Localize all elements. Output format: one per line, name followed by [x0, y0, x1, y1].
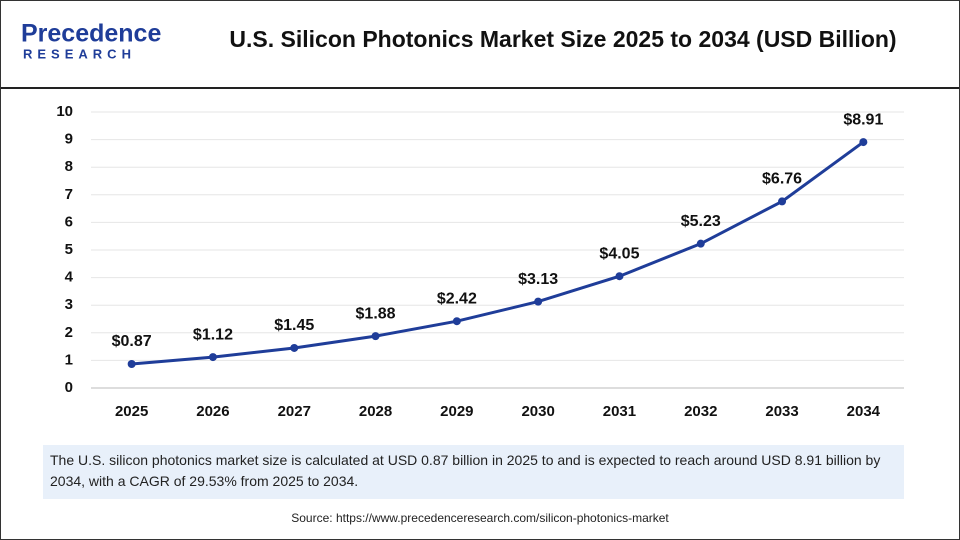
chart-title: U.S. Silicon Photonics Market Size 2025 … [229, 26, 896, 52]
value-label: $6.76 [762, 171, 802, 188]
x-tick-label: 2029 [440, 403, 473, 420]
point [208, 353, 217, 362]
x-tick-label: 2028 [359, 403, 392, 420]
y-tick-label: 3 [65, 296, 73, 313]
description: The U.S. silicon photonics market size i… [43, 445, 904, 499]
value-label: $1.88 [356, 305, 396, 322]
value-label: $4.05 [599, 245, 639, 262]
point [859, 138, 868, 147]
y-tick-label: 4 [65, 269, 74, 286]
value-label: $8.91 [843, 111, 883, 128]
x-tick-label: 2034 [847, 403, 881, 420]
point [696, 239, 705, 248]
logo-bottom: RESEARCH [23, 46, 136, 61]
point [127, 359, 136, 368]
value-label: $5.23 [681, 213, 721, 230]
value-label: $2.42 [437, 290, 477, 307]
point [778, 197, 787, 206]
y-tick-label: 9 [65, 131, 73, 148]
y-tick-label: 7 [65, 186, 73, 203]
y-tick-label: 1 [65, 351, 73, 368]
y-tick-label: 6 [65, 213, 73, 230]
value-label: $1.45 [274, 317, 314, 334]
y-tick-label: 8 [65, 158, 73, 175]
x-tick-label: 2031 [603, 403, 636, 420]
logo-top: Precedence [21, 20, 161, 48]
y-tick-label: 5 [65, 241, 73, 258]
x-tick-label: 2026 [196, 403, 229, 420]
value-label: $0.87 [112, 333, 152, 350]
point [290, 343, 299, 352]
point [534, 297, 543, 306]
x-tick-label: 2032 [684, 403, 717, 420]
value-label: $1.12 [193, 326, 233, 343]
x-tick-label: 2027 [278, 403, 311, 420]
y-tick-label: 2 [65, 324, 73, 341]
point [615, 272, 624, 281]
line [131, 140, 865, 366]
y-tick-label: 10 [56, 103, 73, 120]
point [371, 332, 380, 341]
x-tick-label: 2030 [521, 403, 554, 420]
x-tick-label: 2025 [115, 403, 148, 420]
point [452, 317, 461, 326]
x-tick-label: 2033 [765, 403, 798, 420]
y-tick-label: 0 [65, 379, 73, 396]
value-label: $3.13 [518, 271, 558, 288]
source: Source: https://www.precedenceresearch.c… [291, 511, 669, 525]
